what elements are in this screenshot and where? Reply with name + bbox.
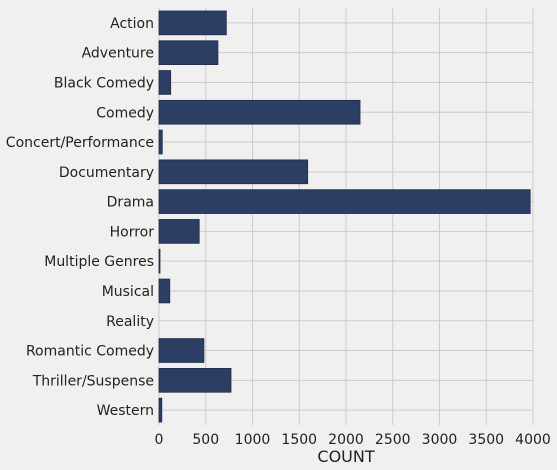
category-label: Reality [106,314,154,330]
category-label: Musical [102,284,154,300]
grid-lines [158,8,534,425]
bars [158,10,531,423]
x-tick-labels: 0 500 1000 1500 2000 2500 3000 3500 4000 [155,432,551,448]
x-tick-label: 3500 [468,432,504,448]
category-label: Multiple Genres [44,254,154,270]
x-tick-label: 1000 [235,432,271,448]
category-label: Documentary [59,165,154,181]
bar-horror [158,219,200,244]
x-tick-label: 500 [192,432,219,448]
bar-concert-performance [158,129,163,155]
category-label: Concert/Performance [6,135,154,151]
bar-drama [158,189,531,214]
category-label: Adventure [82,46,154,62]
bar-action [158,10,227,36]
x-axis-title: COUNT [317,447,374,466]
bar-musical [158,278,171,304]
bar-black-comedy [158,70,172,95]
x-tick-label: 4000 [515,432,551,448]
x-tick-label: 2500 [375,432,411,448]
category-label: Western [97,403,154,419]
bar-documentary [158,159,309,185]
bar-adventure [158,40,219,65]
category-label: Thriller/Suspense [32,373,154,389]
x-tick-label: 0 [155,432,164,448]
category-label: Action [110,16,154,32]
category-label: Drama [107,195,154,211]
category-label: Black Comedy [54,75,154,91]
x-tick-label: 2000 [328,432,364,448]
category-label: Horror [110,224,155,240]
x-tick-label: 1500 [281,432,317,448]
bar-comedy [158,99,361,125]
category-label: Comedy [96,105,154,121]
bar-western [158,397,163,423]
category-label: Romantic Comedy [26,344,154,360]
bar-multiple-genres [158,248,161,274]
bar-romantic-comedy [158,338,205,363]
bar-thriller-suspense [158,368,232,393]
y-tick-labels: Action Adventure Black Comedy Comedy Concert… [6,16,154,419]
x-tick-label: 3000 [422,432,458,448]
